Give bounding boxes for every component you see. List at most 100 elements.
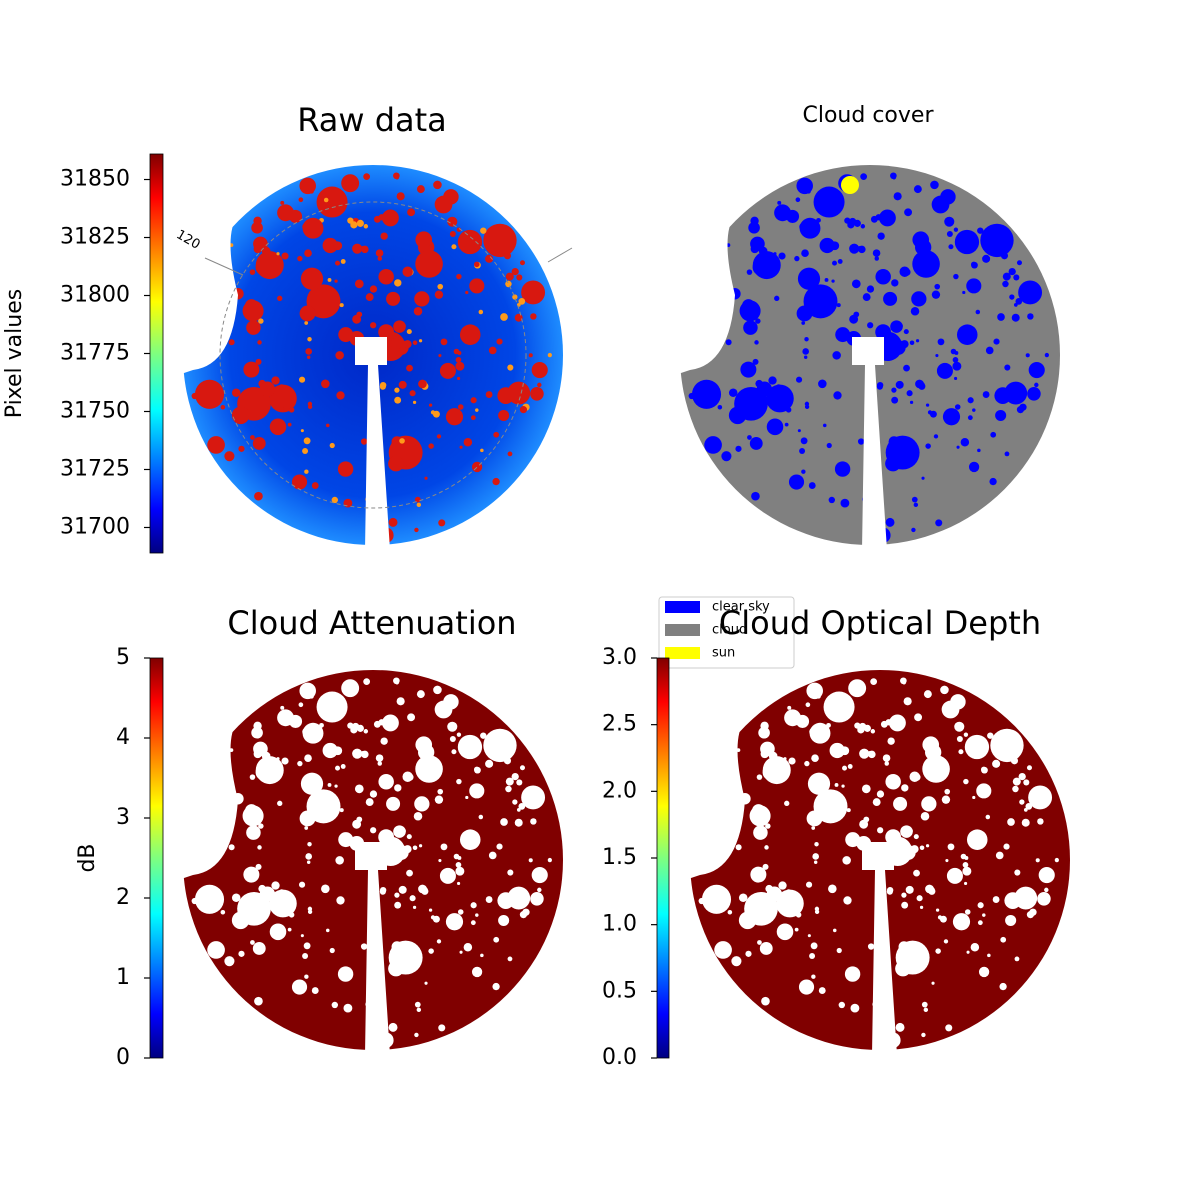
cloud-blob [768, 376, 777, 385]
cloud-blob [483, 728, 517, 763]
cloud-blob [269, 418, 287, 436]
cloud-blob [832, 260, 837, 266]
cloud-blob [738, 893, 748, 903]
cloud-blob [787, 705, 792, 710]
cloud-blob [739, 300, 761, 322]
cloud-blob [278, 384, 285, 390]
cloud-blob [801, 469, 806, 474]
cloud-blob [814, 909, 820, 914]
cloud-blob [764, 845, 769, 850]
cloud-blob [339, 303, 344, 308]
cloud-blob [1025, 353, 1030, 358]
cloud-blob [801, 249, 809, 258]
cloud-blob [819, 237, 835, 254]
cloud-blob [909, 340, 915, 346]
cloud-blob [316, 186, 348, 218]
cloud-blob [493, 936, 500, 943]
cloud-blob [799, 222, 808, 231]
cloud-blob [704, 436, 722, 454]
cloud-blob [1004, 381, 1028, 405]
cloud-blob [749, 805, 771, 827]
cloud-blob [469, 278, 485, 294]
cloud-blob [511, 772, 519, 781]
cloud-blob [803, 284, 838, 319]
cloud-blob [818, 987, 826, 994]
cloud-blob [338, 327, 354, 343]
cloud-blob [530, 892, 544, 906]
cloud-blob [813, 186, 845, 218]
cloud-blob [360, 943, 368, 950]
cloud-blob [340, 764, 346, 769]
cloud-blob [1018, 280, 1043, 305]
cloud-blob [1023, 779, 1030, 786]
cloud-blob [488, 346, 497, 355]
cloud-blob [249, 269, 256, 275]
cloud-blob [530, 313, 537, 320]
cloud-blob [912, 250, 940, 278]
cloud-blob [335, 856, 344, 865]
cloud-blob [382, 209, 399, 227]
cloud-blob [457, 376, 461, 381]
cloud-blob [250, 435, 255, 440]
cloud-blob [947, 843, 955, 851]
cloud-blob [775, 889, 804, 918]
cloud-blob [414, 1032, 419, 1038]
cloud-blob [361, 750, 369, 759]
cloud-blob [194, 379, 225, 409]
cloud-blob [886, 888, 893, 895]
cloud-blob [455, 361, 465, 371]
cloud-blob [901, 901, 909, 909]
cloud-blob [297, 255, 303, 262]
cloud-blob [391, 941, 403, 953]
cloud-blob [954, 404, 961, 410]
cloud-blob [761, 996, 770, 1006]
cloud-blob [440, 843, 448, 851]
cloud-blob [956, 735, 963, 742]
cloud-blob [287, 927, 292, 932]
cloud-blob [882, 754, 891, 762]
cloud-blob [952, 913, 971, 931]
cloud-blob [228, 844, 235, 851]
cloud-blob [406, 834, 412, 840]
cloud-blob [438, 1024, 446, 1032]
cloud-blob [1035, 858, 1040, 863]
cloud-blob [407, 208, 416, 217]
cloud-blob [765, 384, 794, 413]
cloud-blob [1044, 352, 1049, 358]
cloud-blob [921, 476, 925, 480]
cloud-blob [980, 223, 1014, 258]
cloud-blob [277, 295, 283, 302]
cloud-blob [412, 400, 417, 405]
cloud-blob [981, 766, 987, 773]
cloud-blob [1002, 280, 1009, 288]
cloud-blob [398, 380, 407, 389]
cloud-blob [457, 734, 483, 760]
cloud-blob [451, 244, 457, 250]
cloud-blob [1012, 785, 1019, 793]
cloud-blob [985, 346, 994, 355]
colorbar-tick-label: 4 [116, 725, 130, 750]
cloud-blob [859, 819, 869, 829]
cloud-blob [903, 364, 910, 372]
cloud-blob [755, 318, 761, 324]
cloud-blob [758, 726, 770, 739]
cloud-blob [960, 438, 970, 447]
colorbar-tick-label: 1.0 [602, 912, 637, 937]
cloud-blob [224, 956, 235, 967]
cloud-blob [1000, 252, 1009, 260]
cloud-blob [402, 771, 413, 782]
cloud-blob [752, 259, 769, 276]
cloud-blob [280, 705, 285, 710]
cloud-blob [531, 361, 548, 379]
mask-notch [675, 165, 735, 375]
cloud-blob [883, 291, 898, 306]
cloud-blob [837, 259, 843, 264]
cloud-blob [507, 886, 531, 910]
cloud-blob [449, 230, 456, 237]
cloud-blob [842, 856, 851, 865]
cloud-blob [801, 321, 806, 325]
cloud-blob [327, 783, 332, 787]
cloud-blob [1016, 406, 1025, 414]
cloud-blob [956, 324, 978, 345]
cloud-blob [784, 422, 789, 427]
